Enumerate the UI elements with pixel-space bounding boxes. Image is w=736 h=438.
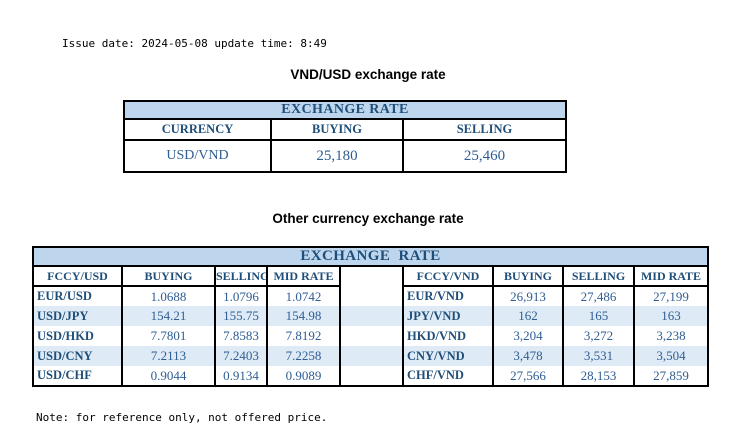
exchange-rate-header: EXCHANGE RATE (31, 246, 710, 267)
spacer-cell (339, 306, 404, 326)
rate-value-cell: 25,180 (270, 139, 404, 173)
rate-value-cell: 7.2113 (121, 346, 216, 366)
spacer-cell (339, 326, 404, 346)
rate-value-cell: 3,238 (632, 326, 710, 346)
rate-value-cell: 27,486 (562, 286, 635, 306)
rate-value-cell: 7.8192 (266, 326, 341, 346)
usd-table-title: VND/USD exchange rate (290, 67, 446, 82)
rate-value-cell: 3,531 (562, 346, 635, 366)
rate-value-cell: 1.0796 (214, 286, 268, 306)
table-row: EUR/USD 1.0688 1.0796 1.0742 EUR/VND 26,913 27… (32, 286, 710, 306)
column-header-row: CURRENCY BUYING SELLING (123, 118, 567, 141)
currency-pair-cell: USD/CNY (32, 346, 123, 366)
rate-value-cell: 26,913 (492, 286, 564, 306)
rate-value-cell: 7.7801 (121, 326, 216, 346)
column-header-buying: BUYING (121, 265, 216, 287)
column-header-selling: SELLING (402, 118, 567, 141)
rate-value-cell: 154.98 (266, 306, 341, 326)
column-header-selling: SELLING (214, 265, 268, 287)
column-header-mid-rate: MID RATE (632, 265, 710, 287)
currency-pair-cell: EUR/VND (402, 286, 494, 306)
rate-value-cell: 27,859 (632, 366, 710, 386)
rate-value-cell: 0.9044 (121, 366, 216, 386)
rate-value-cell: 0.9089 (266, 366, 341, 386)
rate-value-cell: 155.75 (214, 306, 268, 326)
rate-value-cell: 3,478 (492, 346, 564, 366)
currency-pair-cell: USD/VND (123, 139, 272, 173)
spacer-cell (339, 346, 404, 366)
rate-value-cell: 28,153 (562, 366, 635, 386)
usd-vnd-rate-table: EXCHANGE RATE CURRENCY BUYING SELLING US… (123, 100, 567, 173)
currency-pair-cell: USD/CHF (32, 366, 123, 386)
other-table-body: EUR/USD 1.0688 1.0796 1.0742 EUR/VND 26,913 27… (32, 286, 710, 386)
currency-pair-cell: USD/HKD (32, 326, 123, 346)
rate-value-cell: 1.0688 (121, 286, 216, 306)
table-row: USD/CHF 0.9044 0.9134 0.9089 CHF/VND 27,566 28… (32, 366, 710, 386)
column-header-selling: SELLING (562, 265, 635, 287)
note-line: Note: for reference only, not offered pr… (36, 411, 328, 424)
rate-value-cell: 7.2258 (266, 346, 341, 366)
currency-pair-cell: CNY/VND (402, 346, 494, 366)
table-header-row: EXCHANGE RATE (123, 100, 567, 120)
spacer-cell (339, 286, 404, 306)
currency-pair-cell: JPY/VND (402, 306, 494, 326)
table-header-row: EXCHANGE RATE (31, 246, 710, 267)
table-row: USD/HKD 7.7801 7.8583 7.8192 HKD/VND 3,204 3,2… (32, 326, 710, 346)
column-header-buying: BUYING (492, 265, 564, 287)
other-table-colhead-row: FCCY/USD BUYING SELLING MID RATE FCCY/VND BUY… (32, 265, 710, 287)
table-row: USD/JPY 154.21 155.75 154.98 JPY/VND 162 165 16… (32, 306, 710, 326)
exchange-rate-header: EXCHANGE RATE (123, 100, 567, 120)
issue-date-line: Issue date: 2024-05-08 update time: 8:49 (62, 37, 327, 50)
rate-value-cell: 3,272 (562, 326, 635, 346)
spacer-cell (339, 265, 404, 286)
table-row: USD/VND 25,180 25,460 (123, 139, 567, 173)
rate-value-cell: 0.9134 (214, 366, 268, 386)
rate-value-cell: 1.0742 (266, 286, 341, 306)
column-header-fccy-usd: FCCY/USD (32, 265, 123, 287)
rate-value-cell: 27,566 (492, 366, 564, 386)
rate-value-cell: 154.21 (121, 306, 216, 326)
rate-value-cell: 7.2403 (214, 346, 268, 366)
currency-pair-cell: USD/JPY (32, 306, 123, 326)
rate-value-cell: 3,504 (632, 346, 710, 366)
rate-value-cell: 163 (632, 306, 710, 326)
currency-pair-cell: HKD/VND (402, 326, 494, 346)
column-header-buying: BUYING (270, 118, 404, 141)
currency-pair-cell: CHF/VND (402, 366, 494, 386)
currency-pair-cell: EUR/USD (32, 286, 123, 306)
rate-value-cell: 165 (562, 306, 635, 326)
table-row: USD/CNY 7.2113 7.2403 7.2258 CNY/VND 3,478 3,5… (32, 346, 710, 366)
rate-value-cell: 162 (492, 306, 564, 326)
rate-value-cell: 25,460 (402, 139, 567, 173)
other-currency-rate-table: EXCHANGE RATE FCCY/USD BUYING SELLING MID R… (31, 246, 710, 387)
column-header-mid-rate: MID RATE (266, 265, 341, 287)
column-header-fccy-vnd: FCCY/VND (402, 265, 494, 287)
column-header-currency: CURRENCY (123, 118, 272, 141)
rate-value-cell: 3,204 (492, 326, 564, 346)
spacer-cell (339, 366, 404, 386)
rate-value-cell: 27,199 (632, 286, 710, 306)
other-table-title: Other currency exchange rate (272, 211, 464, 226)
rate-value-cell: 7.8583 (214, 326, 268, 346)
